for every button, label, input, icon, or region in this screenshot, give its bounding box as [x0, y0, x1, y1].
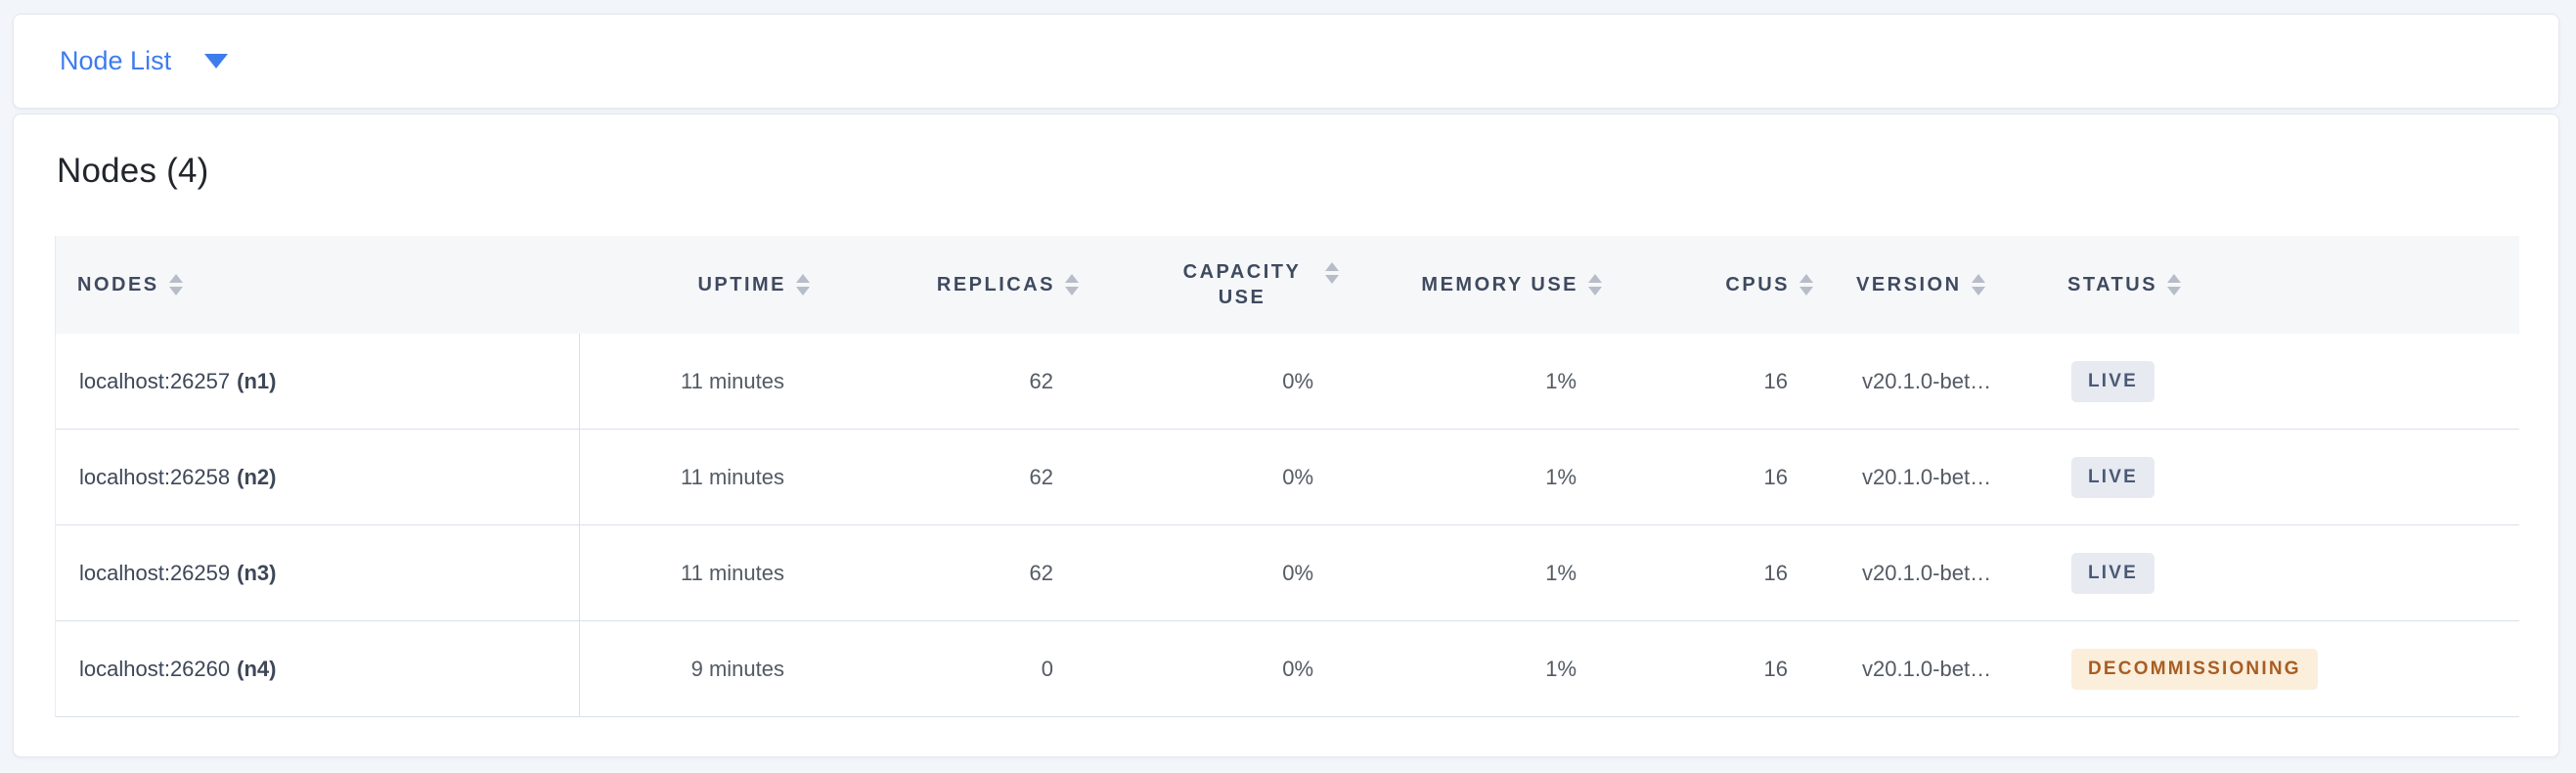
cell-capacity-use: 0%	[1282, 560, 1313, 585]
sort-icon	[1971, 274, 1985, 296]
page-title: Nodes (4)	[57, 152, 209, 190]
cell-status: LIVE	[2036, 334, 2519, 429]
table-row[interactable]: localhost:26257 (n1) 11 minutes 62 0% 1%…	[56, 334, 2519, 430]
cell-uptime: 11 minutes	[681, 560, 784, 585]
cell-version: v20.1.0-bet…	[1862, 560, 1992, 585]
sort-icon	[168, 274, 183, 296]
column-header-nodes[interactable]: Nodes	[56, 236, 580, 334]
chevron-down-icon	[204, 54, 229, 68]
status-badge: LIVE	[2071, 456, 2155, 498]
table-row[interactable]: localhost:26259 (n3) 11 minutes 62 0% 1%…	[56, 525, 2519, 621]
cell-capacity-use: 0%	[1282, 656, 1313, 681]
cell-node-address: localhost:26258 (n2)	[56, 430, 580, 524]
table-row[interactable]: localhost:26258 (n2) 11 minutes 62 0% 1%…	[56, 430, 2519, 525]
cell-version: v20.1.0-bet…	[1862, 656, 1992, 681]
cell-status: DECOMMISSIONING	[2036, 621, 2519, 716]
sort-icon	[2167, 274, 2182, 296]
cell-cpus: 16	[1763, 464, 1788, 489]
sort-icon	[1325, 262, 1339, 284]
cell-cpus: 16	[1763, 368, 1788, 393]
cell-node-address: localhost:26259 (n3)	[56, 525, 580, 620]
cell-memory-use: 1%	[1545, 656, 1577, 681]
cell-version: v20.1.0-bet…	[1862, 464, 1992, 489]
cell-memory-use: 1%	[1545, 464, 1577, 489]
cell-memory-use: 1%	[1545, 368, 1577, 393]
status-badge: LIVE	[2071, 360, 2155, 402]
status-badge: LIVE	[2071, 552, 2155, 594]
cell-uptime: 11 minutes	[681, 464, 784, 489]
column-header-replicas[interactable]: Replicas	[823, 236, 1092, 334]
cell-capacity-use: 0%	[1282, 368, 1313, 393]
cell-replicas: 62	[1029, 464, 1053, 489]
column-header-uptime[interactable]: Uptime	[580, 236, 823, 334]
column-header-cpus[interactable]: CPUs	[1616, 236, 1827, 334]
view-selector-label: Node List	[60, 46, 172, 75]
nodes-table: Nodes Uptime Replicas Capacity Use Memor…	[55, 236, 2519, 717]
cell-cpus: 16	[1763, 656, 1788, 681]
cell-uptime: 9 minutes	[690, 656, 784, 681]
cell-memory-use: 1%	[1545, 560, 1577, 585]
cell-replicas: 62	[1029, 368, 1053, 393]
sort-icon	[1799, 274, 1813, 296]
cell-uptime: 11 minutes	[681, 368, 784, 393]
view-selector-bar: Node List	[13, 14, 2559, 109]
cell-node-address: localhost:26257 (n1)	[56, 334, 580, 429]
cell-node-address: localhost:26260 (n4)	[56, 621, 580, 716]
status-badge: DECOMMISSIONING	[2071, 648, 2318, 690]
sort-icon	[796, 274, 810, 296]
column-header-memory-use[interactable]: Memory Use	[1353, 236, 1616, 334]
sort-icon	[1065, 274, 1079, 296]
view-selector-dropdown[interactable]: Node List	[60, 46, 229, 76]
nodes-card: Nodes (4) Nodes Uptime Replicas Capacity…	[13, 114, 2559, 757]
column-header-version[interactable]: Version	[1827, 236, 2036, 334]
sort-icon	[1588, 274, 1602, 296]
cell-status: LIVE	[2036, 430, 2519, 524]
cell-cpus: 16	[1763, 560, 1788, 585]
cell-replicas: 62	[1029, 560, 1053, 585]
cell-status: LIVE	[2036, 525, 2519, 620]
table-row[interactable]: localhost:26260 (n4) 9 minutes 0 0% 1% 1…	[56, 621, 2519, 717]
cell-capacity-use: 0%	[1282, 464, 1313, 489]
column-header-capacity-use[interactable]: Capacity Use	[1092, 236, 1353, 334]
cell-version: v20.1.0-bet…	[1862, 368, 1992, 393]
cell-replicas: 0	[1041, 656, 1053, 681]
column-header-status[interactable]: Status	[2036, 236, 2519, 334]
table-header-row: Nodes Uptime Replicas Capacity Use Memor…	[56, 236, 2519, 334]
